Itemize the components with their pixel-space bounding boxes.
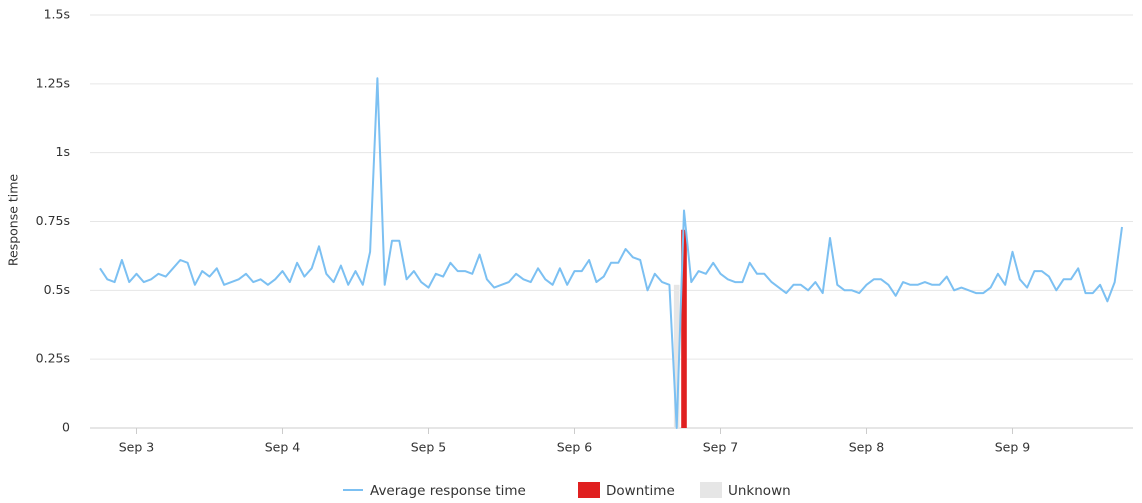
y-tick-label: 1s	[56, 144, 70, 159]
bar	[681, 229, 687, 428]
x-tick-label: Sep 3	[119, 440, 155, 455]
x-tick-label: Sep 7	[703, 440, 739, 455]
line	[99, 77, 1123, 429]
bar	[673, 284, 680, 428]
y-tick-label: 0	[62, 420, 70, 435]
y-tick-label: 0.5s	[44, 282, 70, 297]
legend-swatch	[700, 482, 722, 498]
legend-label: Unknown	[728, 483, 791, 499]
x-tick-label: Sep 8	[849, 440, 885, 455]
x-tick-label: Sep 5	[411, 440, 447, 455]
y-tick-label: 1.25s	[36, 75, 70, 90]
y-tick-label: 0.75s	[36, 213, 70, 228]
x-tick-label: Sep 4	[265, 440, 301, 455]
x-tick-label: Sep 6	[557, 440, 593, 455]
y-tick-label: 0.25s	[36, 351, 70, 366]
x-tick-label: Sep 9	[995, 440, 1031, 455]
y-tick-label: 1.5s	[44, 7, 70, 22]
legend-label: Downtime	[606, 483, 675, 499]
legend-label: Average response time	[370, 483, 526, 499]
legend-swatch	[578, 482, 600, 498]
y-axis-label: Response time	[6, 174, 21, 267]
